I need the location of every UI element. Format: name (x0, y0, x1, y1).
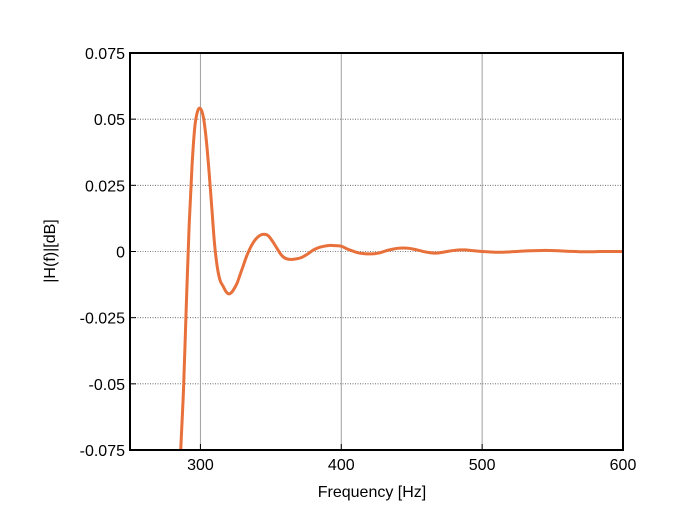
y-axis-ticks: 0.075 0.05 0.025 0 -0.025 -0.05 -0.075 (80, 46, 136, 460)
y-tick-label: 0.05 (94, 112, 125, 129)
y-tick-label: 0.075 (85, 46, 125, 63)
series-line (179, 106, 623, 450)
x-tick-label: 600 (610, 457, 637, 474)
y-tick-label: 0.025 (85, 178, 125, 195)
plot-frame (129, 52, 624, 451)
y-tick-label: 0 (116, 245, 125, 262)
y-axis-label: |H(f)|[dB] (42, 219, 59, 282)
x-axis-label: Frequency [Hz] (318, 484, 426, 501)
x-axis-ticks: 300 400 500 600 (187, 444, 636, 474)
x-tick-label: 500 (469, 457, 496, 474)
y-tick-label: -0.05 (89, 377, 126, 394)
x-tick-label: 400 (328, 457, 355, 474)
y-tick-label: -0.075 (80, 443, 125, 460)
y-tick-label: -0.025 (80, 311, 125, 328)
x-tick-label: 300 (187, 457, 214, 474)
